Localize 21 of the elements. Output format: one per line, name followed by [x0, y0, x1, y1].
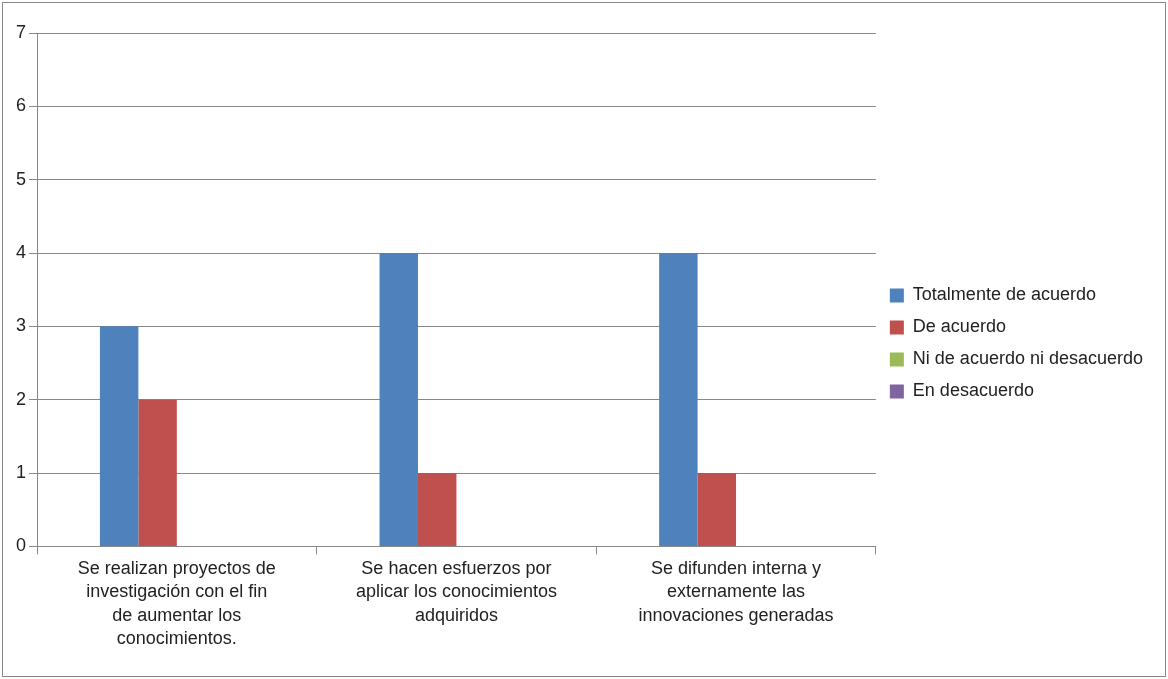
bar — [379, 253, 418, 546]
y-tick-label: 7 — [16, 21, 27, 42]
y-tick-label: 2 — [16, 388, 27, 409]
legend-label: En desacuerdo — [912, 380, 1034, 401]
bar — [138, 399, 177, 546]
bar — [659, 253, 698, 546]
x-tick-label: Se hacen esfuerzos por aplicar los conocimientos adquiridos — [355, 558, 557, 625]
y-tick-label: 5 — [16, 168, 27, 189]
y-tick-label: 0 — [16, 535, 27, 556]
y-tick-label: 4 — [16, 242, 27, 262]
bar — [417, 473, 457, 546]
x-tick-label: Se difunden interna y externamente las innovaciones generadas — [638, 558, 834, 625]
bar — [99, 326, 139, 546]
y-tick-label: 6 — [16, 95, 27, 116]
legend-label: Ni de acuerdo ni desacuerdo — [912, 348, 1144, 369]
bar — [697, 473, 737, 546]
y-tick-label: 3 — [16, 315, 27, 336]
x-tick-label: Se realizan proyectos de investigación con el fin de aumentar los conocimientos. — [77, 558, 276, 649]
legend-label: De acuerdo — [912, 316, 1006, 337]
y-tick-label: 1 — [16, 462, 27, 483]
legend-label: Totalmente de acuerdo — [912, 284, 1096, 305]
